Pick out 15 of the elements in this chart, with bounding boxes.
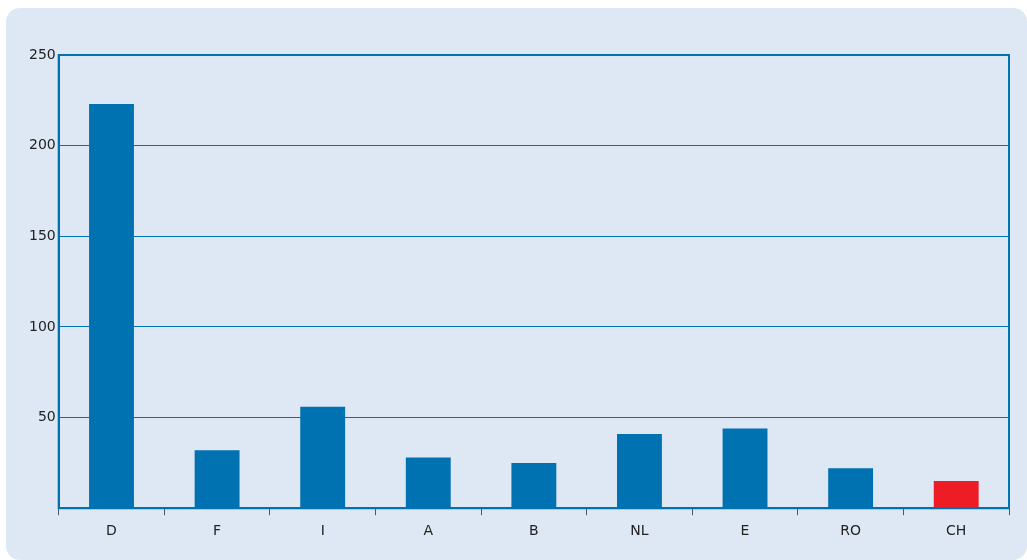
y-tick-label: 200 bbox=[28, 136, 56, 153]
x-tick-label: CH bbox=[946, 522, 967, 539]
bar bbox=[933, 481, 979, 508]
x-tick-label: I bbox=[320, 522, 325, 539]
x-tick-label: A bbox=[423, 522, 434, 539]
y-tick-label: 50 bbox=[37, 408, 56, 425]
y-tick-label: 150 bbox=[28, 226, 56, 243]
x-tick-label: B bbox=[529, 522, 539, 539]
x-tick-label: RO bbox=[840, 522, 861, 539]
x-tick-label: F bbox=[213, 522, 222, 539]
x-tick-label: D bbox=[106, 522, 117, 539]
x-tick-label: NL bbox=[630, 522, 649, 539]
y-tick-label: 250 bbox=[28, 45, 56, 62]
y-tick-label: 100 bbox=[28, 317, 56, 334]
x-tick-label: E bbox=[740, 522, 750, 539]
